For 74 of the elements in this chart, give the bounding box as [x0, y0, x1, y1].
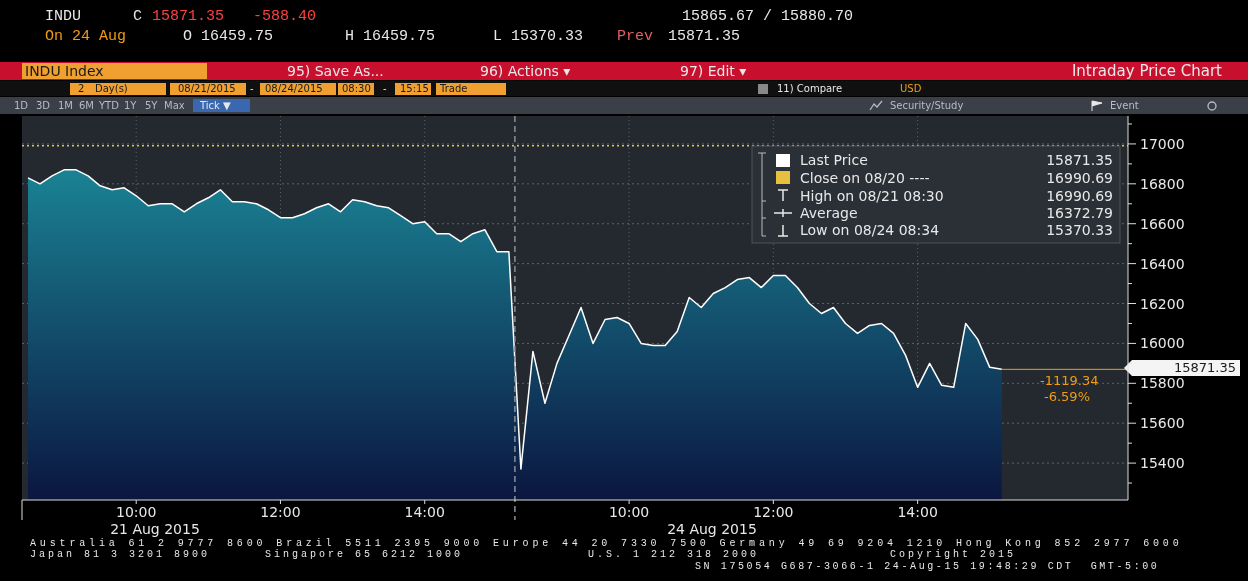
annotation: 15370.33 — [1046, 222, 1113, 238]
text: YTD — [98, 100, 120, 111]
y-tick-label: 16600 — [1140, 215, 1185, 232]
text: Japan 81 3 3201 8900 — [30, 549, 211, 560]
y-tick-label: 15800 — [1140, 375, 1185, 392]
x-tick-label: 10:00 — [116, 504, 157, 520]
text: 6M — [79, 100, 94, 111]
text: - — [250, 83, 254, 94]
annotation: High on 08/21 08:30 — [800, 188, 944, 204]
text: 96) Actions ▾ — [480, 63, 571, 79]
text: 15:15 — [400, 83, 429, 94]
annotation: -1119.34 — [1040, 373, 1099, 388]
text: 1M — [58, 100, 73, 111]
text: O 16459.75 — [183, 28, 274, 45]
text: Event — [1110, 100, 1139, 111]
y-tick-label: 16400 — [1140, 255, 1185, 272]
text: INDU Index — [25, 63, 104, 79]
y-tick-label: 17000 — [1140, 135, 1185, 152]
text: 1D — [14, 100, 29, 111]
text: -588.40 — [253, 8, 317, 25]
y-tick-label: 15400 — [1140, 455, 1185, 472]
text: 08/21/2015 — [178, 83, 236, 94]
x-tick-label: 10:00 — [608, 504, 650, 520]
text: Trade — [439, 83, 468, 94]
annotation: 15871.35 — [1046, 152, 1113, 168]
annotation: Average — [800, 205, 858, 221]
text: On 24 Aug — [45, 28, 127, 45]
text: C — [133, 8, 143, 25]
y-tick-label: 15600 — [1140, 415, 1185, 432]
x-tick-label: 14:00 — [897, 504, 938, 520]
text: L 15370.33 — [493, 28, 584, 45]
text: 21 Aug 2015 — [110, 521, 200, 537]
text: 97) Edit ▾ — [680, 63, 747, 79]
text: 08/24/2015 — [265, 83, 323, 94]
text: 3D — [36, 100, 51, 111]
text: Copyright 2015 — [890, 549, 1017, 560]
annotation: 16990.69 — [1046, 170, 1113, 186]
text: 95) Save As... — [287, 63, 384, 79]
annotation: 16372.79 — [1046, 205, 1113, 221]
text: U.S. 1 212 318 2000 — [588, 549, 760, 560]
x-tick-label: 14:00 — [404, 504, 445, 520]
text: USD — [900, 83, 922, 94]
text: H 16459.75 — [345, 28, 436, 45]
text: 24 Aug 2015 — [667, 521, 757, 537]
text: 2 — [78, 83, 85, 94]
text: 1Y — [124, 100, 138, 111]
x-tick-label: 12:00 — [260, 504, 301, 520]
x-tick-label: 12:00 — [753, 504, 794, 520]
text: Security/Study — [890, 100, 964, 111]
y-tick-label: 16200 — [1140, 295, 1185, 312]
text: Max — [164, 100, 185, 111]
annotation: -6.59% — [1044, 389, 1090, 404]
text: 08:30 — [342, 83, 371, 94]
text: Day(s) — [95, 83, 128, 94]
y-tick-label: 16000 — [1140, 335, 1185, 352]
text: 15871.35 — [152, 8, 225, 25]
annotation: Low on 08/24 08:34 — [800, 222, 940, 238]
text: 16990.69 — [1046, 188, 1113, 204]
legend-label: Close on 08/20 ---- — [800, 170, 930, 186]
text: Singapore 65 6212 1000 — [265, 549, 464, 560]
legend-label: Last Price — [800, 152, 868, 168]
text: 5Y — [145, 100, 159, 111]
text: INDU — [45, 8, 82, 25]
text: Intraday Price Chart — [1071, 62, 1223, 80]
text: Tick ▼ — [199, 100, 232, 111]
text: 15871.35 — [1173, 360, 1236, 375]
text: SN 175054 G687-3066-1 24-Aug-15 19:48:29 CDT GMT-5:00 — [695, 561, 1160, 572]
text: Australia 61 2 9777 8600 Brazil 5511 2395 9000 Europe 44 20 7330 7500 Germany 49 69 9204 1210 Hong Kong 852 2977 6000 — [30, 538, 1183, 549]
text: - — [383, 83, 387, 94]
y-tick-label: 16800 — [1140, 175, 1185, 192]
text: 15865.67 / 15880.70 — [682, 8, 854, 25]
text: 11) Compare — [777, 83, 843, 94]
text: Prev — [617, 28, 654, 45]
text: 15871.35 — [668, 28, 741, 45]
